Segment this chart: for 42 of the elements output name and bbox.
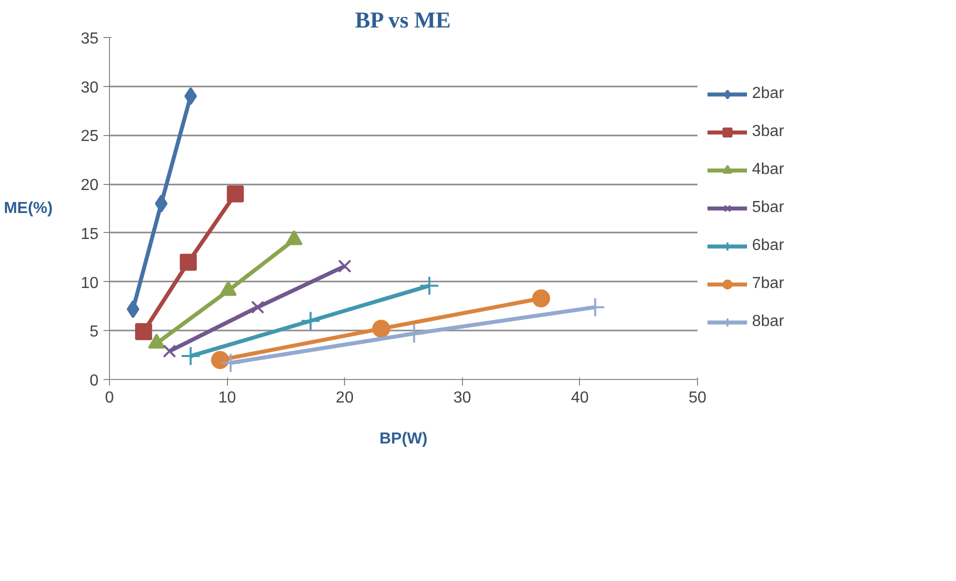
point — [226, 185, 244, 202]
point — [162, 344, 176, 358]
x-tick-label: 50 — [688, 390, 706, 406]
point — [372, 320, 390, 338]
legend-label: 4bar — [752, 161, 784, 179]
x-tick-label: 0 — [105, 390, 114, 406]
point — [300, 310, 321, 331]
y-tick-label: 15 — [80, 226, 99, 243]
legend-label: 5bar — [752, 199, 784, 217]
x-axis-title: BP(W) — [380, 430, 428, 448]
legend-label: 8bar — [752, 313, 784, 331]
y-tick-label: 35 — [80, 30, 99, 48]
y-tick-label: 10 — [80, 274, 99, 292]
x-tick-label: 10 — [218, 390, 236, 406]
y-tick-label: 0 — [90, 372, 99, 390]
point — [585, 297, 606, 318]
point — [211, 350, 230, 369]
y-tick-label: 30 — [80, 79, 99, 96]
y-tick-label: 5 — [90, 324, 99, 341]
point — [404, 324, 424, 344]
point — [184, 87, 197, 106]
point — [135, 323, 152, 340]
x-tick-label: 20 — [336, 390, 354, 406]
legend-label: 7bar — [752, 275, 784, 293]
chart-title: BP vs ME — [355, 8, 451, 32]
y-axis-title: ME(%) — [4, 200, 53, 217]
point — [180, 346, 201, 366]
y-tick-label: 25 — [80, 128, 99, 146]
point — [220, 352, 241, 373]
point — [251, 300, 264, 314]
legend-label: 2bar — [752, 85, 784, 103]
x-tick-label: 30 — [453, 390, 472, 406]
y-tick-label: 20 — [80, 177, 99, 194]
point — [126, 300, 140, 318]
point — [532, 289, 550, 308]
point — [154, 194, 168, 213]
legend-label: 3bar — [752, 123, 784, 141]
point — [180, 254, 197, 271]
point — [419, 276, 440, 296]
x-tick-label: 40 — [571, 390, 589, 406]
legend-label: 6bar — [752, 237, 784, 255]
point — [338, 259, 352, 273]
